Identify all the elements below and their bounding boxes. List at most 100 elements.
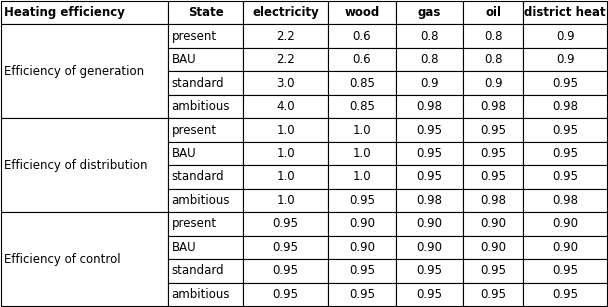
Bar: [396, 235, 463, 259]
Bar: [243, 212, 328, 235]
Text: 0.95: 0.95: [272, 264, 299, 277]
Bar: [396, 48, 463, 72]
Text: 0.8: 0.8: [484, 30, 503, 43]
Text: 0.95: 0.95: [552, 264, 578, 277]
Text: 1.0: 1.0: [276, 123, 295, 137]
Text: 1.0: 1.0: [276, 147, 295, 160]
Bar: [396, 72, 463, 95]
Bar: [328, 282, 396, 306]
Text: 0.95: 0.95: [480, 147, 506, 160]
Text: 2.2: 2.2: [276, 30, 295, 43]
Bar: [523, 142, 607, 165]
Bar: [328, 95, 396, 118]
Text: 0.85: 0.85: [349, 77, 375, 90]
Text: ambitious: ambitious: [171, 100, 230, 113]
Text: Efficiency of distribution: Efficiency of distribution: [4, 159, 148, 172]
Bar: [396, 95, 463, 118]
Bar: [328, 118, 396, 142]
Bar: [463, 48, 523, 72]
Bar: [243, 25, 328, 48]
Text: 0.95: 0.95: [552, 147, 578, 160]
Bar: [243, 282, 328, 306]
Text: 0.95: 0.95: [552, 123, 578, 137]
Text: wood: wood: [344, 6, 379, 19]
Text: 2.2: 2.2: [276, 53, 295, 66]
Bar: [463, 212, 523, 235]
Text: 0.95: 0.95: [480, 288, 506, 301]
Bar: [243, 235, 328, 259]
Bar: [463, 25, 523, 48]
Text: 0.95: 0.95: [480, 264, 506, 277]
Bar: [168, 235, 243, 259]
Text: gas: gas: [418, 6, 441, 19]
Text: oil: oil: [485, 6, 502, 19]
Bar: [1, 25, 168, 118]
Bar: [463, 95, 523, 118]
Bar: [1, 1, 168, 25]
Text: 0.90: 0.90: [480, 241, 506, 254]
Text: standard: standard: [171, 170, 224, 184]
Text: 0.8: 0.8: [484, 53, 503, 66]
Bar: [396, 165, 463, 189]
Bar: [243, 1, 328, 25]
Text: 0.95: 0.95: [349, 194, 375, 207]
Bar: [168, 212, 243, 235]
Text: 3.0: 3.0: [276, 77, 295, 90]
Bar: [328, 72, 396, 95]
Text: 0.9: 0.9: [556, 53, 575, 66]
Bar: [523, 259, 607, 282]
Bar: [243, 189, 328, 212]
Bar: [328, 1, 396, 25]
Bar: [523, 212, 607, 235]
Text: 0.95: 0.95: [552, 288, 578, 301]
Text: ambitious: ambitious: [171, 288, 230, 301]
Text: 0.98: 0.98: [480, 194, 506, 207]
Text: 0.8: 0.8: [420, 30, 439, 43]
Bar: [463, 118, 523, 142]
Text: 1.0: 1.0: [353, 147, 371, 160]
Text: 0.95: 0.95: [272, 288, 299, 301]
Bar: [328, 259, 396, 282]
Text: BAU: BAU: [171, 241, 196, 254]
Text: 0.95: 0.95: [416, 264, 443, 277]
Text: standard: standard: [171, 264, 224, 277]
Bar: [396, 189, 463, 212]
Bar: [463, 259, 523, 282]
Text: present: present: [171, 123, 216, 137]
Text: 0.90: 0.90: [480, 217, 506, 230]
Text: 0.90: 0.90: [349, 217, 375, 230]
Bar: [328, 212, 396, 235]
Text: 0.9: 0.9: [556, 30, 575, 43]
Bar: [243, 48, 328, 72]
Bar: [396, 118, 463, 142]
Text: Efficiency of control: Efficiency of control: [4, 253, 120, 266]
Text: 0.6: 0.6: [353, 53, 371, 66]
Text: 0.95: 0.95: [272, 241, 299, 254]
Bar: [396, 212, 463, 235]
Text: 1.0: 1.0: [276, 170, 295, 184]
Bar: [168, 48, 243, 72]
Bar: [523, 235, 607, 259]
Bar: [463, 72, 523, 95]
Bar: [523, 189, 607, 212]
Bar: [1, 118, 168, 212]
Bar: [396, 142, 463, 165]
Bar: [328, 25, 396, 48]
Text: 1.0: 1.0: [353, 123, 371, 137]
Bar: [396, 282, 463, 306]
Bar: [396, 259, 463, 282]
Bar: [523, 165, 607, 189]
Bar: [168, 189, 243, 212]
Bar: [243, 95, 328, 118]
Text: 0.98: 0.98: [552, 194, 578, 207]
Text: 0.95: 0.95: [416, 123, 443, 137]
Bar: [523, 118, 607, 142]
Bar: [523, 1, 607, 25]
Text: 0.98: 0.98: [416, 100, 443, 113]
Text: ambitious: ambitious: [171, 194, 230, 207]
Bar: [243, 259, 328, 282]
Text: 0.95: 0.95: [416, 147, 443, 160]
Text: 0.90: 0.90: [416, 241, 443, 254]
Text: 4.0: 4.0: [276, 100, 295, 113]
Text: 0.95: 0.95: [480, 170, 506, 184]
